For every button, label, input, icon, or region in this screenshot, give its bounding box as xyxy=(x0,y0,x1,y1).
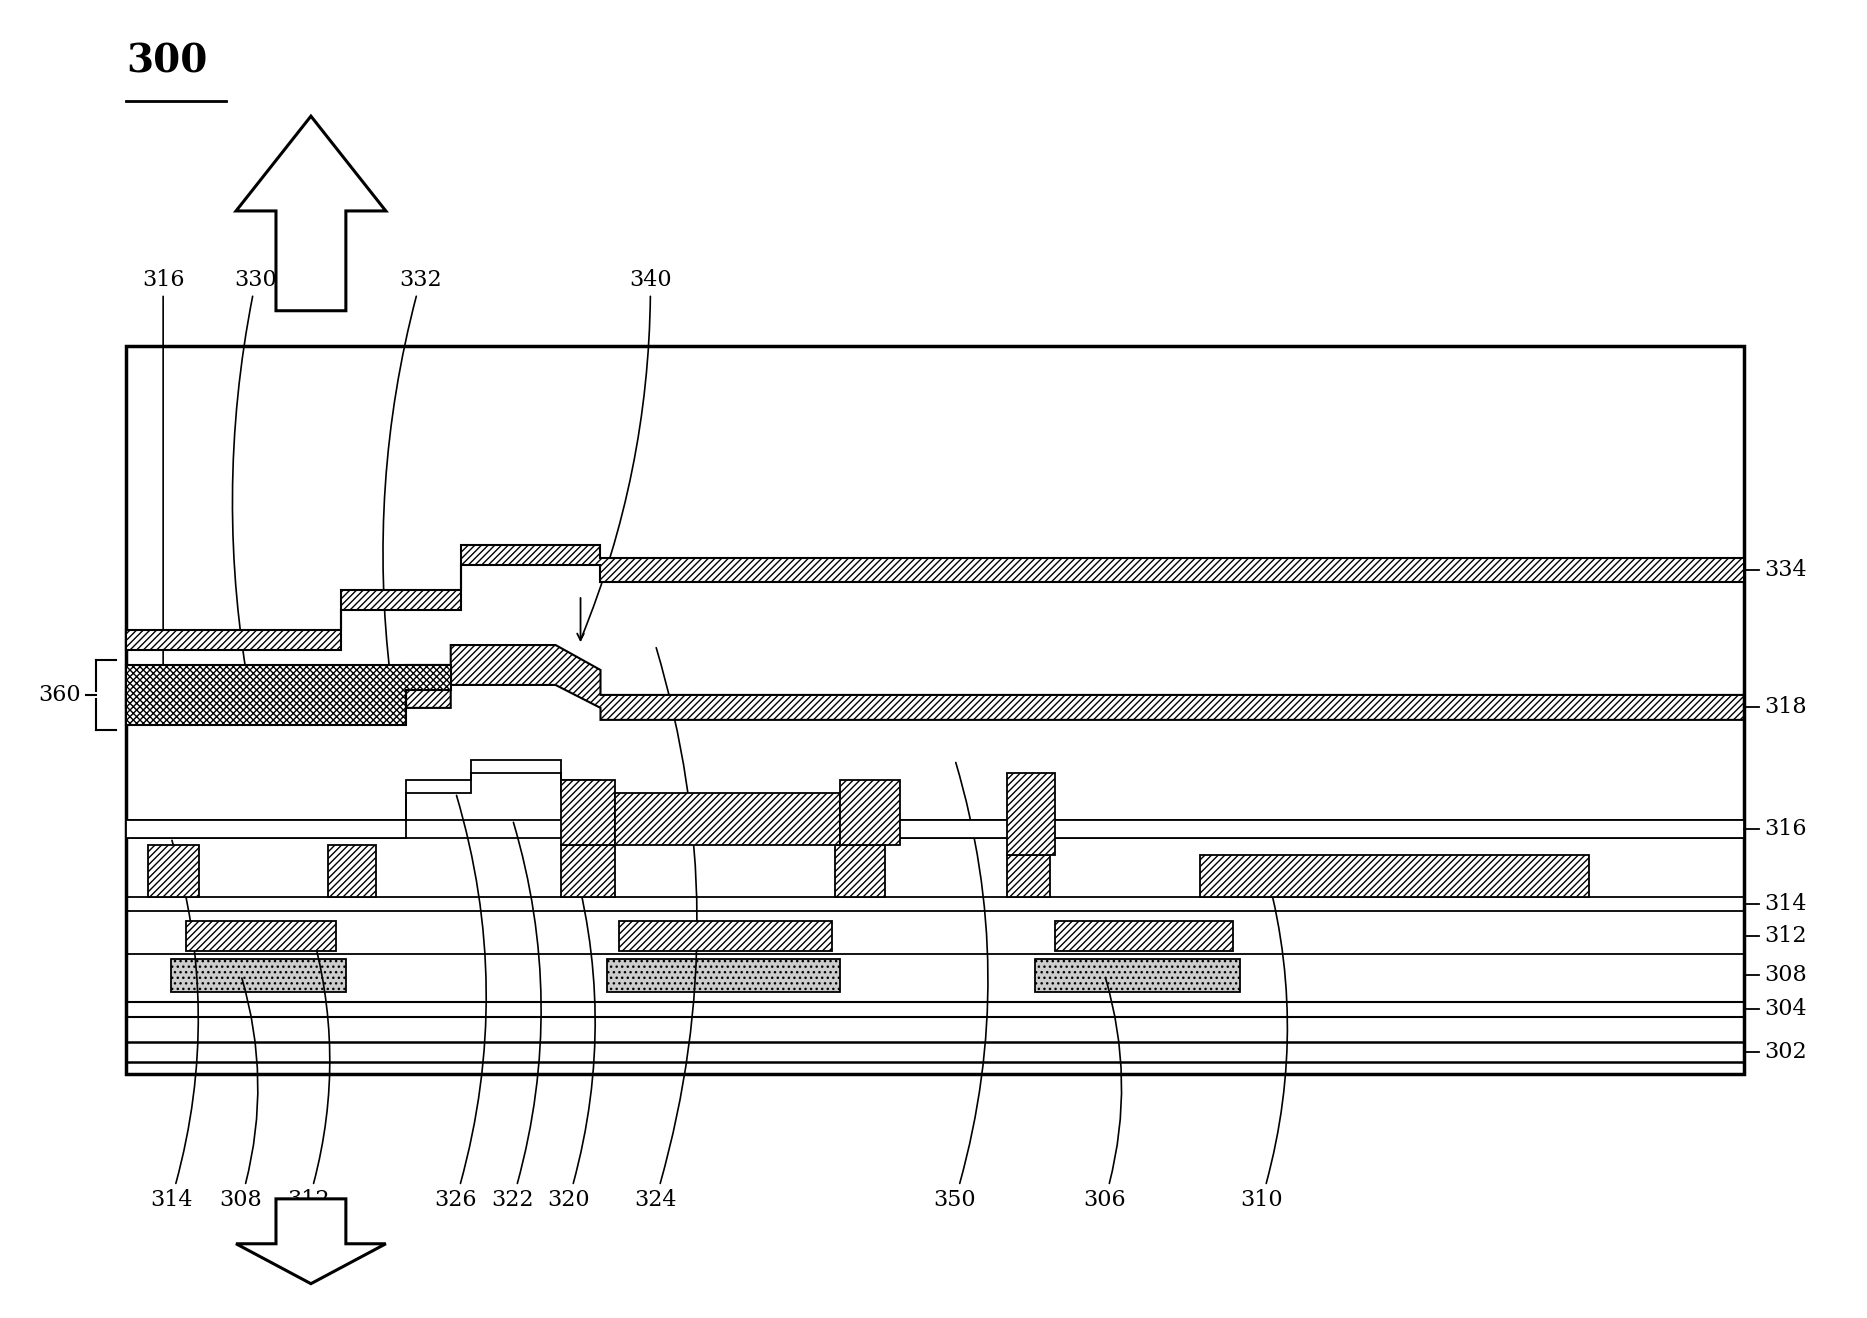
Text: 320: 320 xyxy=(547,847,596,1211)
Bar xyxy=(147,845,200,898)
Text: 330: 330 xyxy=(232,269,278,697)
Text: 302: 302 xyxy=(1764,1041,1807,1064)
Text: 322: 322 xyxy=(491,822,541,1211)
Text: 304: 304 xyxy=(1764,998,1807,1020)
Text: 306: 306 xyxy=(1083,978,1126,1211)
Text: 314: 314 xyxy=(1764,894,1805,916)
Bar xyxy=(329,845,375,898)
Bar xyxy=(1006,854,1049,898)
Bar xyxy=(835,845,885,898)
Bar xyxy=(127,345,1744,1074)
Bar xyxy=(1006,772,1055,854)
Text: 332: 332 xyxy=(383,269,442,677)
Text: 308: 308 xyxy=(1764,965,1807,986)
Polygon shape xyxy=(235,116,386,311)
Polygon shape xyxy=(127,546,1744,650)
Text: 300: 300 xyxy=(127,42,207,80)
Text: 324: 324 xyxy=(635,647,696,1211)
Bar xyxy=(1200,854,1589,898)
Bar xyxy=(1055,921,1232,952)
Bar xyxy=(560,780,616,845)
Bar xyxy=(620,921,833,952)
Polygon shape xyxy=(235,1199,386,1284)
Text: 360: 360 xyxy=(39,684,82,706)
Text: 308: 308 xyxy=(220,978,263,1211)
Text: 316: 316 xyxy=(1764,817,1805,840)
Bar xyxy=(840,780,900,845)
Text: 350: 350 xyxy=(934,762,988,1211)
Text: 312: 312 xyxy=(288,924,330,1211)
Text: 314: 314 xyxy=(149,841,198,1211)
Text: 340: 340 xyxy=(583,269,672,638)
Text: 310: 310 xyxy=(1240,857,1288,1211)
Polygon shape xyxy=(127,689,405,708)
Polygon shape xyxy=(127,759,1744,838)
Bar xyxy=(616,792,840,845)
Text: 316: 316 xyxy=(142,269,185,705)
Text: 334: 334 xyxy=(1764,559,1807,581)
Text: 318: 318 xyxy=(1764,696,1807,718)
Bar xyxy=(187,921,336,952)
Polygon shape xyxy=(127,645,1744,725)
Bar xyxy=(607,960,840,992)
Bar xyxy=(172,960,345,992)
Polygon shape xyxy=(127,666,450,725)
Text: 312: 312 xyxy=(1764,925,1805,948)
Text: 326: 326 xyxy=(435,795,485,1211)
Bar xyxy=(560,845,616,898)
Bar xyxy=(1034,960,1240,992)
